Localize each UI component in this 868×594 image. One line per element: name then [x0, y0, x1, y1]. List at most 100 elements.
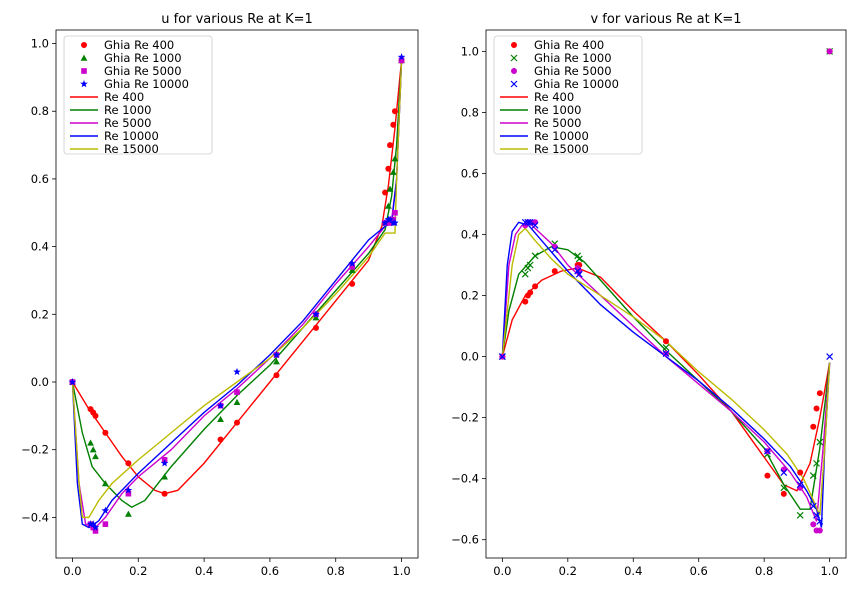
data-point-ghia-re-1000: [87, 439, 94, 446]
plot-frame: [485, 29, 847, 559]
x-tick-label: 0.8: [327, 564, 345, 578]
legend-marker: [81, 42, 87, 48]
data-point-ghia-re-5000: [90, 524, 96, 531]
data-point-ghia-re-1000: [217, 415, 224, 422]
data-point-ghia-re-10000: [391, 218, 399, 227]
data-point-ghia-re-400: [522, 298, 529, 305]
data-point-ghia-re-5000: [92, 528, 99, 534]
data-point-ghia-re-10000: [101, 506, 110, 514]
legend-label: Re 10000: [104, 129, 159, 143]
data-point-ghia-re-400: [764, 472, 771, 479]
data-point-ghia-re-10000: [521, 218, 529, 226]
legend-box: [493, 35, 643, 155]
data-point-ghia-re-400: [382, 189, 389, 196]
y-tick-label: 0.4: [31, 240, 49, 254]
data-point-ghia-re-1000: [662, 343, 670, 351]
data-point-ghia-re-10000: [216, 401, 225, 409]
y-tick-label: 0.0: [461, 350, 479, 364]
x-tick-label: 1.0: [392, 564, 410, 578]
data-point-ghia-re-1000: [389, 168, 397, 175]
data-point-ghia-re-1000: [796, 511, 804, 519]
series-line-re-1000: [501, 245, 831, 510]
y-tick-label: 1.0: [31, 37, 49, 51]
data-point-ghia-re-10000: [233, 367, 241, 376]
data-point-ghia-re-1000: [312, 314, 320, 321]
y-tick-label: 0.8: [31, 104, 49, 118]
data-point-ghia-re-10000: [551, 246, 559, 254]
legend-marker: [80, 54, 88, 61]
data-point-ghia-re-5000: [349, 264, 355, 270]
series-line-re-400: [501, 267, 831, 492]
data-point-ghia-re-10000: [91, 523, 100, 531]
legend-marker: [511, 68, 517, 74]
data-point-ghia-re-400: [102, 429, 109, 436]
data-point-ghia-re-10000: [272, 350, 281, 359]
data-point-ghia-re-400: [391, 108, 398, 115]
data-point-ghia-re-400: [92, 412, 99, 419]
data-point-ghia-re-10000: [124, 486, 133, 494]
data-point-ghia-re-400: [125, 460, 132, 467]
data-point-ghia-re-10000: [89, 520, 97, 528]
data-point-ghia-re-400: [349, 280, 356, 287]
data-point-ghia-re-1000: [101, 480, 109, 487]
data-point-ghia-re-10000: [826, 353, 834, 360]
data-point-ghia-re-1000: [575, 255, 583, 263]
data-point-ghia-re-5000: [816, 527, 823, 534]
y-tick-label: 0.8: [461, 105, 479, 119]
data-point-ghia-re-5000: [102, 521, 109, 527]
data-point-ghia-re-10000: [764, 447, 771, 455]
data-point-ghia-re-400: [217, 436, 224, 443]
legend-label: Re 400: [534, 90, 574, 104]
x-tick-label: 0.6: [690, 564, 708, 578]
data-point-ghia-re-400: [816, 390, 823, 397]
data-point-ghia-re-1000: [391, 155, 399, 162]
data-point-ghia-re-400: [532, 283, 539, 290]
data-point-ghia-re-10000: [796, 481, 804, 489]
x-tick-label: 0.8: [755, 564, 773, 578]
legend-label: Re 5000: [104, 116, 151, 130]
data-point-ghia-re-5000: [797, 484, 804, 491]
data-point-ghia-re-400: [663, 338, 669, 345]
legend-label: Re 10000: [534, 129, 589, 143]
data-point-ghia-re-1000: [125, 510, 132, 517]
data-point-ghia-re-10000: [524, 218, 532, 226]
data-point-ghia-re-400: [312, 324, 319, 331]
y-tick-label: 0.0: [31, 375, 49, 389]
x-tick-label: 0.0: [493, 564, 511, 578]
data-point-ghia-re-10000: [813, 511, 820, 519]
y-tick-label: −0.2: [451, 411, 479, 425]
data-point-ghia-re-5000: [551, 243, 558, 250]
data-point-ghia-re-10000: [68, 378, 77, 386]
data-point-ghia-re-10000: [531, 221, 539, 229]
data-point-ghia-re-400: [161, 490, 168, 497]
y-tick-label: 0.6: [461, 166, 479, 180]
data-point-ghia-re-5000: [392, 209, 398, 216]
data-point-ghia-re-1000: [89, 446, 97, 453]
series-line-re-10000: [71, 60, 403, 529]
legend-box: [63, 35, 213, 155]
series-line-re-15000: [501, 227, 831, 516]
x-tick-label: 0.0: [63, 564, 81, 578]
legend-label: Re 1000: [104, 103, 151, 117]
data-point-ghia-re-1000: [813, 459, 820, 467]
data-point-ghia-re-10000: [381, 218, 389, 227]
x-tick-label: 0.6: [261, 564, 279, 578]
series-line-re-10000: [501, 221, 831, 528]
data-point-ghia-re-10000: [160, 459, 169, 467]
data-point-ghia-re-400: [390, 121, 397, 128]
data-point-ghia-re-10000: [662, 350, 670, 357]
data-point-ghia-re-1000: [521, 270, 529, 278]
x-tick-label: 0.2: [559, 564, 577, 578]
x-tick-label: 0.2: [129, 564, 147, 578]
y-tick-label: 0.6: [31, 172, 49, 186]
legend-label: Ghia Re 5000: [534, 64, 612, 78]
data-point-ghia-re-400: [273, 372, 280, 379]
data-point-ghia-re-1000: [384, 202, 392, 209]
chart-panel-1: u for various Re at K=1 0.0 0.2 0.4 0.6 0.8 1.…: [21, 12, 419, 578]
data-point-ghia-re-400: [387, 142, 394, 149]
data-point-ghia-re-10000: [348, 259, 356, 267]
y-tick-label: 0.2: [461, 289, 479, 303]
data-point-ghia-re-10000: [780, 469, 788, 476]
